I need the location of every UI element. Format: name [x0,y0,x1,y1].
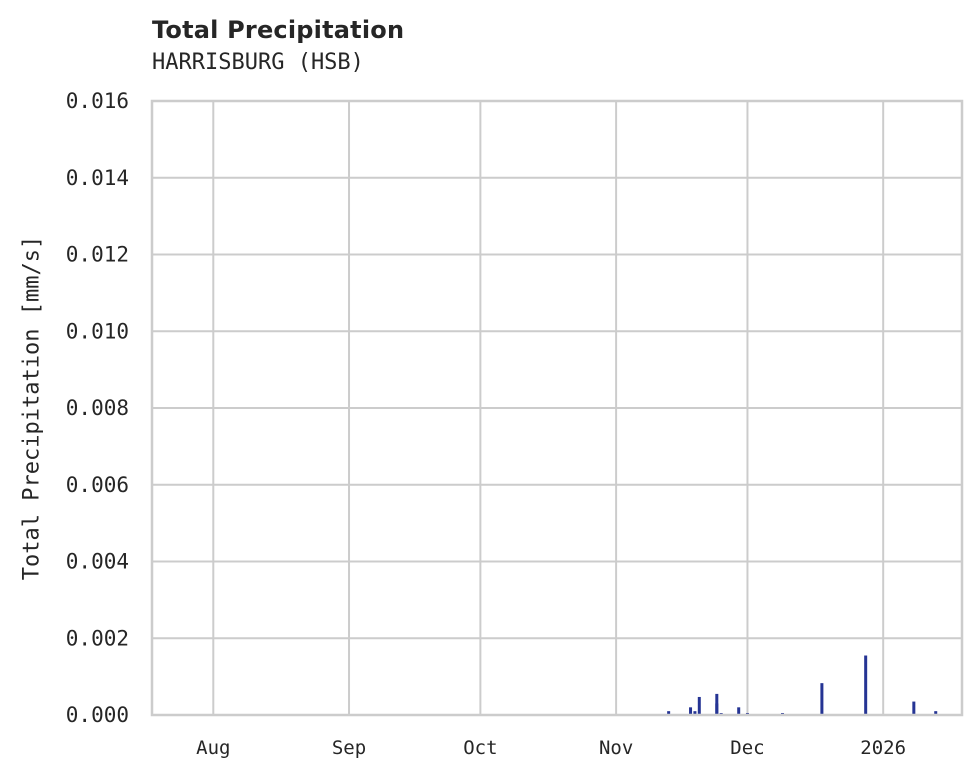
x-tick-label: 2026 [860,737,906,759]
precipitation-bars [667,655,938,715]
y-tick-label: 0.016 [66,89,129,113]
precipitation-bar [934,711,938,715]
y-tick-label: 0.004 [66,550,129,574]
x-tick-label: Nov [599,737,633,759]
y-tick-label: 0.000 [66,703,129,727]
precipitation-bar [715,693,719,715]
y-axis-ticks: 0.000 0.002 0.004 0.006 0.008 0.010 0.012 0.014… [66,89,129,727]
precipitation-bar [689,707,693,715]
x-tick-label: Dec [730,737,764,759]
precipitation-bar [693,711,697,715]
precipitation-bar [820,683,824,715]
plot-frame [150,99,964,717]
precipitation-bar [667,711,671,715]
precipitation-bar [912,701,916,715]
y-tick-label: 0.010 [66,319,129,343]
precipitation-bar [697,696,701,715]
y-tick-label: 0.008 [66,396,129,420]
gridlines [152,100,962,716]
x-tick-label: Oct [463,737,497,759]
chart-subtitle: HARRISBURG (HSB) [152,50,364,75]
x-tick-label: Sep [332,737,366,759]
y-tick-label: 0.014 [66,166,129,190]
x-axis-ticks: Aug Sep Oct Nov Dec 2026 [196,737,906,759]
x-tick-label: Aug [196,737,230,759]
y-tick-label: 0.012 [66,243,129,267]
y-tick-label: 0.002 [66,626,129,650]
chart-title: Total Precipitation [152,16,405,44]
precipitation-bar [864,655,868,715]
y-tick-label: 0.006 [66,473,129,497]
precipitation-bar [737,707,741,715]
